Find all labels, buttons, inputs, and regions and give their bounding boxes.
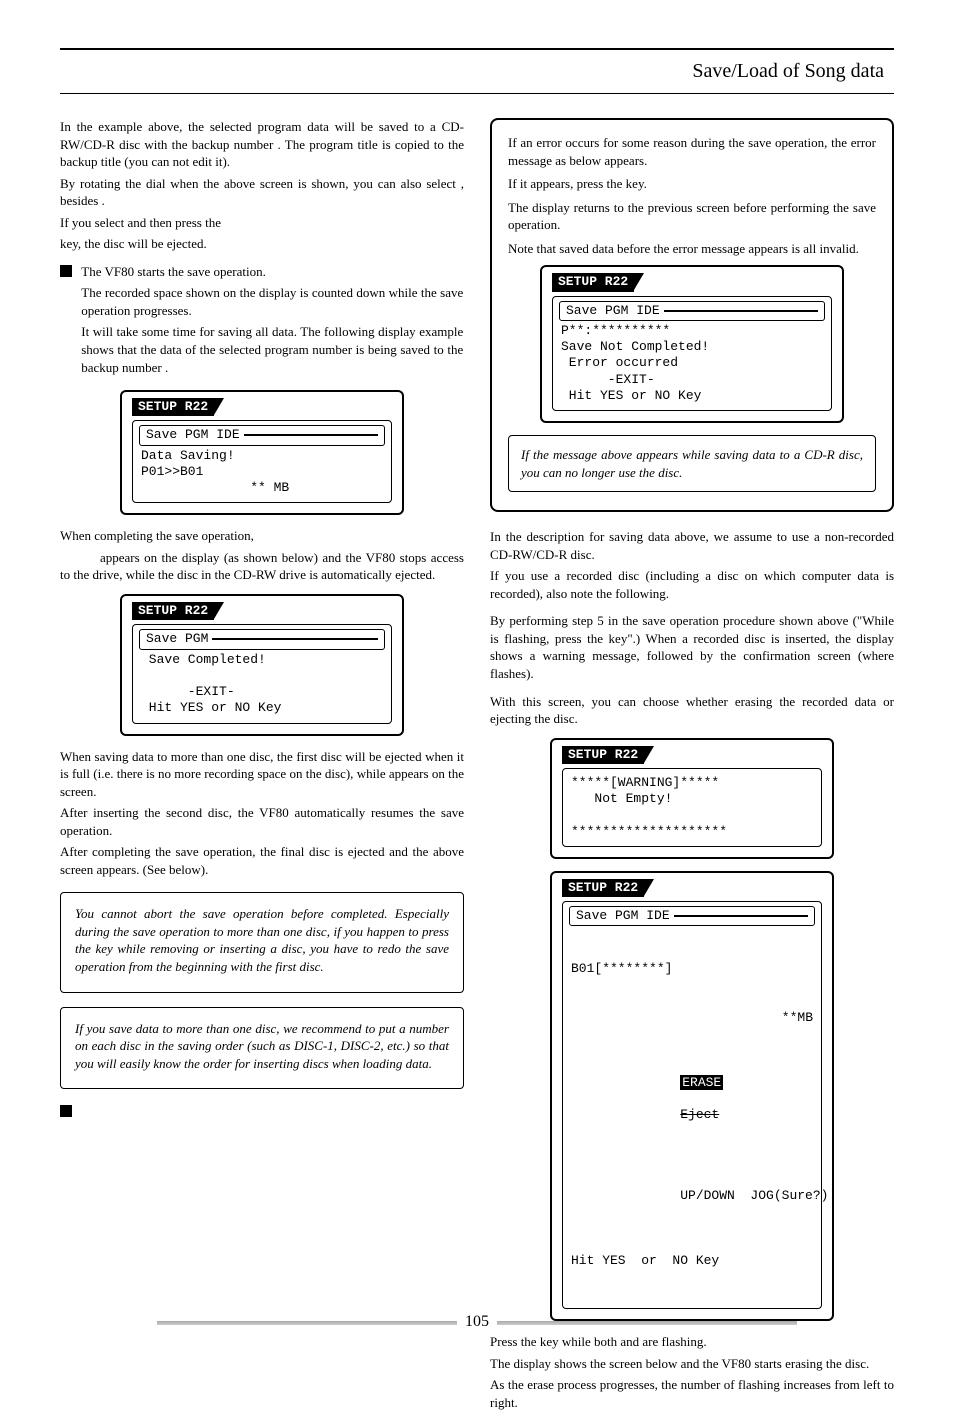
lcd4-tab: SETUP R22: [562, 746, 644, 764]
para-choose: With this screen, you can choose whether…: [490, 693, 894, 728]
lcd-erase-eject: SETUP R22 Save PGM IDE B01[********] **M…: [550, 871, 834, 1321]
bullet-text-c: It will take some time for saving all da…: [81, 323, 463, 376]
bullet-text-a: The VF80 starts the save operation.: [81, 263, 463, 281]
para-multidisc-c: After completing the save operation, the…: [60, 843, 464, 878]
page-number: 105: [0, 1311, 954, 1333]
bullet-icon: [60, 265, 72, 277]
intro-para-4: key, the disc will be ejected.: [60, 235, 464, 253]
lcd1-body: Data Saving! P01>>B01 ** MB: [139, 446, 385, 499]
lcd3-tab: SETUP R22: [552, 273, 634, 291]
para-press-c: As the erase process progresses, the num…: [490, 1376, 894, 1411]
lcd2-row: Save PGM: [146, 631, 208, 647]
cdr-warning-text: If the message above appears while savin…: [521, 447, 863, 480]
lcd5-body: B01[********] **MB ERASE Eject UP/DOWN J…: [569, 926, 815, 1304]
lcd3-row: Save PGM IDE: [566, 303, 660, 319]
err-para-4: Note that saved data before the error me…: [508, 240, 876, 258]
left-column: In the example above, the selected progr…: [60, 118, 464, 1421]
lcd3-body: P**:********** Save Not Completed! Error…: [559, 321, 825, 406]
lcd-completed: SETUP R22 Save PGM Save Completed! -EXIT…: [120, 594, 404, 736]
para-press-b: The display shows the screen below and t…: [490, 1355, 894, 1373]
lcd-warning: SETUP R22 *****[WARNING]***** Not Empty!…: [550, 738, 834, 859]
right-column: If an error occurs for some reason durin…: [490, 118, 894, 1421]
intro-para-2: By rotating the dial when the above scre…: [60, 175, 464, 210]
bullet-text-b: The recorded space shown on the display …: [81, 284, 463, 319]
note-numbering-text: If you save data to more than one disc, …: [75, 1020, 449, 1073]
lcd5-tab: SETUP R22: [562, 879, 644, 897]
lcd2-body: Save Completed! -EXIT- Hit YES or NO Key: [139, 650, 385, 719]
lcd5-eject: Eject: [680, 1107, 719, 1122]
para-multidisc-b: After inserting the second disc, the VF8…: [60, 804, 464, 839]
bullet-icon-2: [60, 1105, 72, 1117]
header-title: Save/Load of Song data: [60, 48, 894, 94]
intro-para-1: In the example above, the selected progr…: [60, 118, 464, 171]
intro-para-3: If you select and then press the: [60, 214, 464, 232]
para-complete-a: When completing the save operation,: [60, 527, 464, 545]
lcd5-hit: Hit YES or NO Key: [571, 1253, 813, 1269]
para-step5: By performing step 5 in the save operati…: [490, 612, 894, 682]
lcd-error: SETUP R22 Save PGM IDE P**:********** Sa…: [540, 265, 844, 423]
lcd1-tab: SETUP R22: [132, 398, 214, 416]
lcd5-updown: UP/DOWN JOG: [680, 1188, 774, 1203]
lcd-saving: SETUP R22 Save PGM IDE Data Saving! P01>…: [120, 390, 404, 515]
para-assume-a: In the description for saving data above…: [490, 528, 894, 563]
para-complete-b: appears on the display (as shown below) …: [60, 549, 464, 584]
note-abort-text: You cannot abort the save operation befo…: [75, 905, 449, 975]
error-note-box: If an error occurs for some reason durin…: [490, 118, 894, 512]
err-para-2: If it appears, press the key.: [508, 175, 876, 193]
lcd2-tab: SETUP R22: [132, 602, 214, 620]
lcd5-sure: Sure?: [782, 1188, 821, 1203]
lcd5-row: Save PGM IDE: [576, 908, 670, 924]
note-abort: You cannot abort the save operation befo…: [60, 892, 464, 992]
lcd5-erase: ERASE: [680, 1075, 723, 1090]
lcd5-line1: B01[********]: [571, 961, 813, 977]
lcd5-line2: **MB: [571, 1010, 813, 1026]
err-para-1: If an error occurs for some reason durin…: [508, 134, 876, 169]
note-numbering: If you save data to more than one disc, …: [60, 1007, 464, 1090]
err-para-3: The display returns to the previous scre…: [508, 199, 876, 234]
para-assume-b: If you use a recorded disc (including a …: [490, 567, 894, 602]
para-multidisc-a: When saving data to more than one disc, …: [60, 748, 464, 801]
para-press-a: Press the key while both and are flashin…: [490, 1333, 894, 1351]
lcd1-row: Save PGM IDE: [146, 427, 240, 443]
cdr-warning-note: If the message above appears while savin…: [508, 435, 876, 492]
lcd4-body: *****[WARNING]***** Not Empty! *********…: [569, 773, 815, 842]
